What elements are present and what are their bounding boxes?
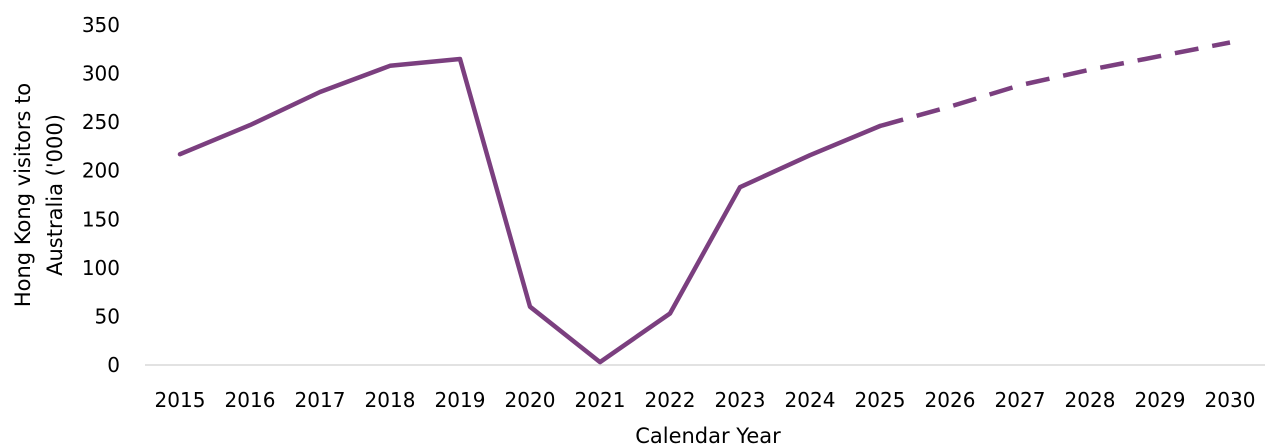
series-line-forecast	[879, 40, 1231, 129]
y-axis-title-line-2: Australia ('000)	[43, 114, 67, 276]
x-tick-label: 2024	[785, 388, 836, 412]
x-tick-label: 2025	[855, 388, 906, 412]
x-tick-label: 2017	[295, 388, 346, 412]
x-axis-title: Calendar Year	[635, 424, 781, 446]
x-tick-label: 2023	[715, 388, 766, 412]
y-axis-tick-labels: 0 50 100 150 200 250 300 350	[82, 13, 120, 377]
y-tick-label: 350	[82, 13, 120, 37]
x-tick-label: 2030	[1205, 388, 1256, 412]
series-line-actual	[177, 56, 883, 365]
x-tick-label: 2018	[365, 388, 416, 412]
x-tick-label: 2026	[925, 388, 976, 412]
x-tick-label: 2019	[435, 388, 486, 412]
y-tick-label: 200	[82, 159, 120, 183]
x-tick-label: 2029	[1135, 388, 1186, 412]
y-tick-label: 0	[107, 353, 120, 377]
y-axis-title-line-1: Hong Kong visitors to	[11, 83, 35, 307]
x-tick-label: 2020	[505, 388, 556, 412]
y-axis-title: Hong Kong visitors to Australia ('000)	[11, 83, 67, 307]
x-tick-label: 2022	[645, 388, 696, 412]
y-tick-label: 300	[82, 62, 120, 86]
y-tick-label: 150	[82, 207, 120, 231]
y-tick-label: 100	[82, 256, 120, 280]
y-tick-label: 50	[95, 304, 120, 328]
y-tick-label: 250	[82, 110, 120, 134]
x-tick-label: 2015	[155, 388, 206, 412]
x-tick-label: 2028	[1065, 388, 1116, 412]
series-lines	[177, 40, 1231, 365]
x-axis-tick-labels: 2015 2016 2017 2018 2019 2020 2021 2022 2023 2024…	[155, 388, 1256, 412]
x-tick-label: 2016	[225, 388, 276, 412]
x-tick-label: 2027	[995, 388, 1046, 412]
x-tick-label: 2021	[575, 388, 626, 412]
